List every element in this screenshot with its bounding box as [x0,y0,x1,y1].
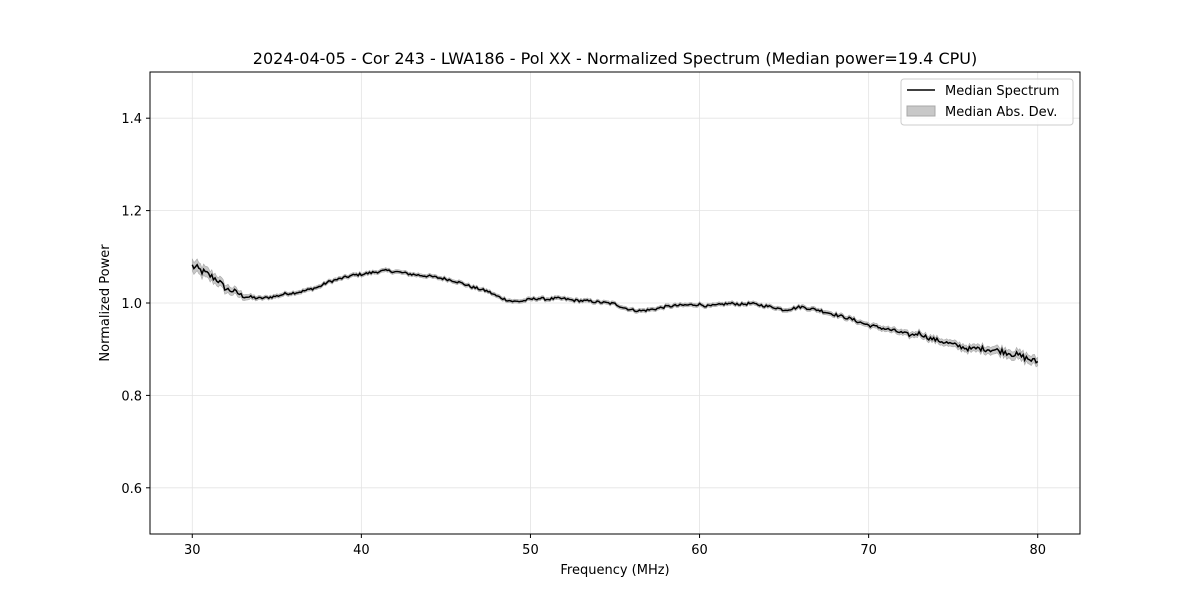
median-abs-dev-band [191,258,1039,368]
x-axis-label: Frequency (MHz) [560,563,669,578]
chart-title: 2024-04-05 - Cor 243 - LWA186 - Pol XX -… [253,49,977,68]
x-tick-label: 60 [691,543,708,558]
legend: Median Spectrum Median Abs. Dev. [900,78,1074,126]
mad-band-layer [191,258,1039,368]
x-tick-label: 50 [522,543,539,558]
x-tick-label: 80 [1029,543,1046,558]
legend-label-median-abs-dev: Median Abs. Dev. [945,105,1057,120]
median-spectrum-line [191,263,1039,364]
y-tick-label: 0.6 [121,482,142,497]
x-tick-label: 40 [353,543,370,558]
x-tick-label: 70 [860,543,877,558]
y-tick-label: 1.0 [121,297,142,312]
y-tick-label: 1.2 [121,205,142,220]
median-spectrum-layer [191,263,1039,364]
x-ticks: 30 40 50 60 70 80 [184,534,1046,558]
y-tick-label: 0.8 [121,389,142,404]
legend-frame [900,78,1074,126]
x-tick-label: 30 [184,543,201,558]
y-ticks: 0.6 0.8 1.0 1.2 1.4 [121,112,150,497]
y-tick-label: 1.4 [121,112,142,127]
legend-band-swatch [906,105,936,117]
legend-label-median-spectrum: Median Spectrum [945,84,1059,99]
y-axis-label: Normalized Power [98,244,113,362]
